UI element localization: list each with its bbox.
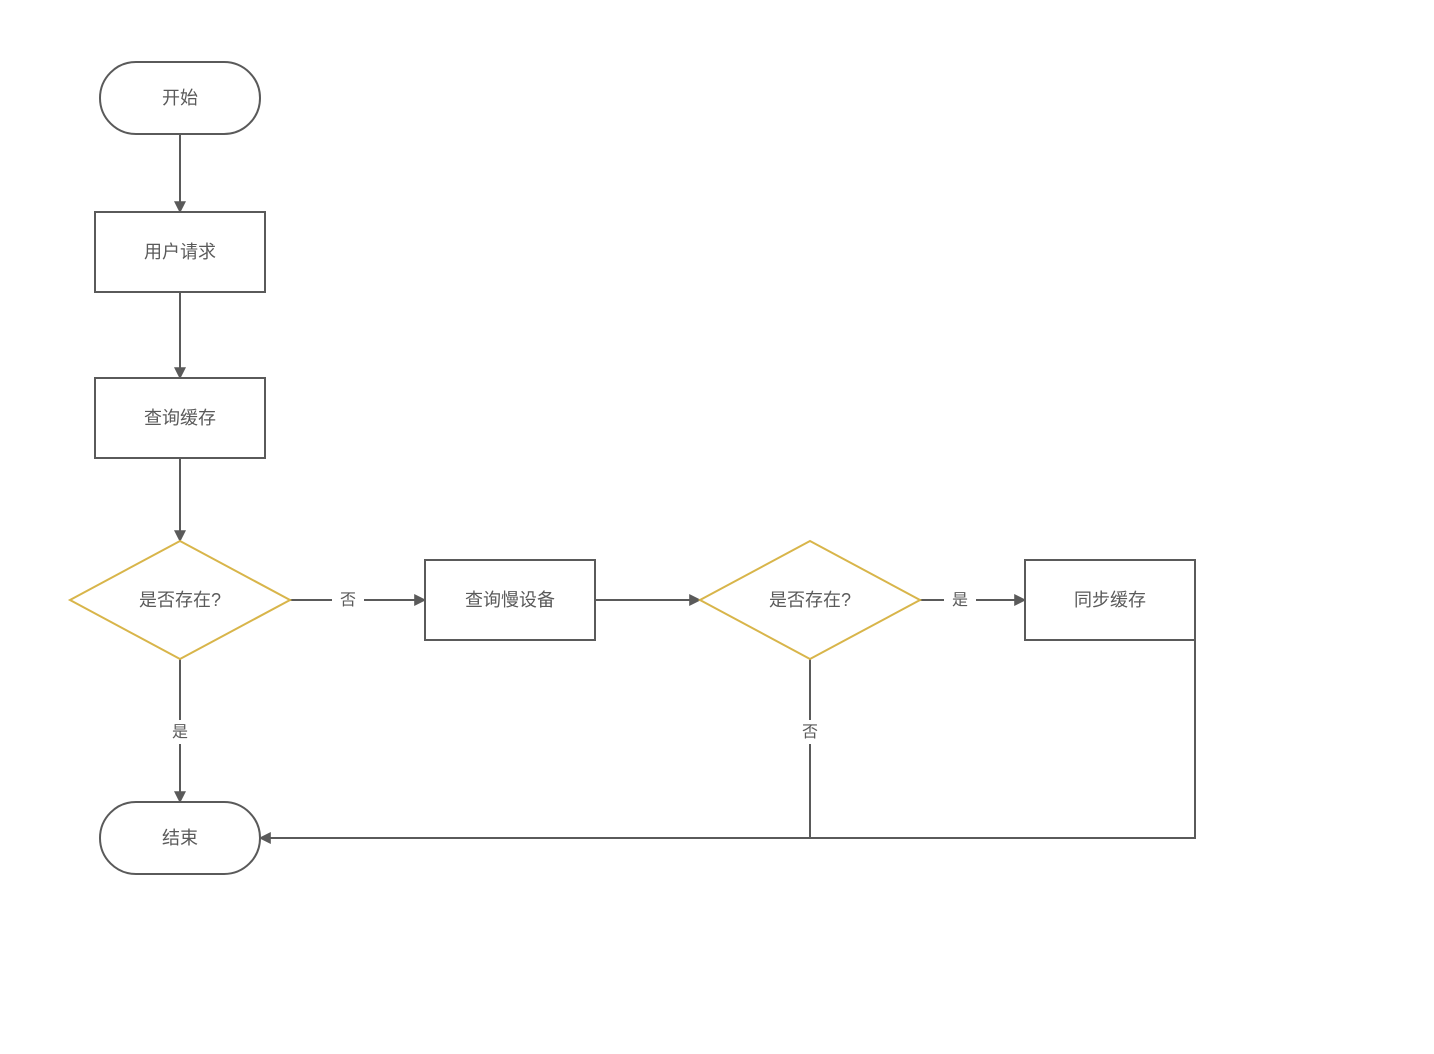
node-end: 结束 bbox=[100, 802, 260, 874]
node-start: 开始 bbox=[100, 62, 260, 134]
node-label-exists2: 是否存在? bbox=[769, 590, 851, 610]
edge-e8 bbox=[260, 659, 810, 838]
node-request: 用户请求 bbox=[95, 212, 265, 292]
node-label-exists1: 是否存在? bbox=[139, 590, 221, 610]
node-label-end: 结束 bbox=[162, 828, 198, 848]
edge-label-e5: 否 bbox=[340, 592, 356, 609]
edges-layer: 是否是否 bbox=[164, 134, 1195, 838]
node-exists1: 是否存在? bbox=[70, 541, 290, 659]
node-sync: 同步缓存 bbox=[1025, 560, 1195, 640]
node-label-sync: 同步缓存 bbox=[1074, 590, 1146, 610]
node-cache: 查询缓存 bbox=[95, 378, 265, 458]
node-slow: 查询慢设备 bbox=[425, 560, 595, 640]
edge-label-e7: 是 bbox=[952, 592, 968, 609]
node-label-slow: 查询慢设备 bbox=[465, 590, 555, 610]
node-label-request: 用户请求 bbox=[144, 242, 216, 262]
node-label-start: 开始 bbox=[162, 88, 198, 108]
node-exists2: 是否存在? bbox=[700, 541, 920, 659]
flowchart-canvas: 是否是否开始用户请求查询缓存是否存在?查询慢设备是否存在?同步缓存结束 bbox=[0, 0, 1434, 1054]
edge-label-e8: 否 bbox=[802, 724, 818, 741]
node-label-cache: 查询缓存 bbox=[144, 408, 216, 428]
edge-label-e4: 是 bbox=[172, 724, 188, 741]
nodes-layer: 开始用户请求查询缓存是否存在? 查询慢设备 是否存在? 同步缓存结束 bbox=[70, 62, 1195, 874]
